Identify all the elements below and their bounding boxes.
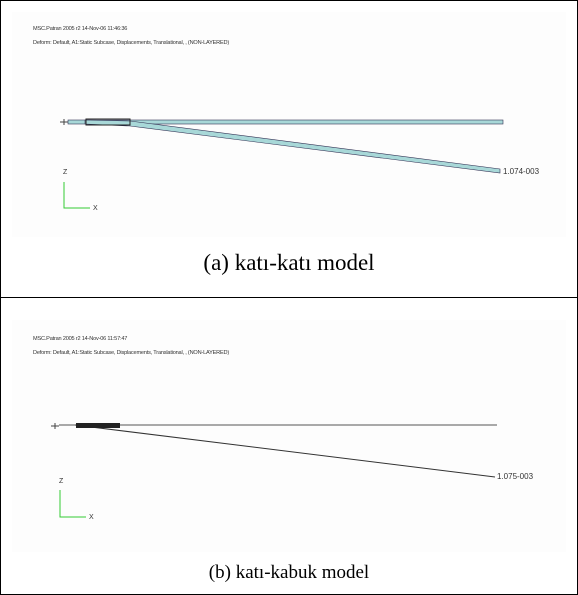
support <box>76 423 120 428</box>
axis-label: X <box>93 205 98 212</box>
figure: MSC.Patran 2005 r2 14-Nov-06 11:46:36 De… <box>0 0 578 595</box>
max-displacement-label: 1.075-003 <box>497 472 534 481</box>
header-line: MSC.Patran 2005 r2 14-Nov-06 11:46:36 <box>33 26 127 32</box>
header-line: MSC.Patran 2005 r2 14-Nov-06 11:57:47 <box>33 336 127 342</box>
caption: (b) katı-kabuk model <box>209 562 369 583</box>
axis-label: X <box>89 514 94 521</box>
caption: (a) katı-katı model <box>203 250 374 275</box>
axis-label: Z <box>63 169 68 176</box>
axis-label: Z <box>59 478 64 485</box>
header-line: Deform: Default, A1:Static Subcase, Disp… <box>33 40 229 46</box>
header-line: Deform: Default, A1:Static Subcase, Disp… <box>33 350 229 356</box>
panel-a: MSC.Patran 2005 r2 14-Nov-06 11:46:36 De… <box>12 12 566 275</box>
panel-b: MSC.Patran 2005 r2 14-Nov-06 11:57:47 De… <box>12 320 566 583</box>
max-displacement-label: 1.074-003 <box>503 167 540 176</box>
